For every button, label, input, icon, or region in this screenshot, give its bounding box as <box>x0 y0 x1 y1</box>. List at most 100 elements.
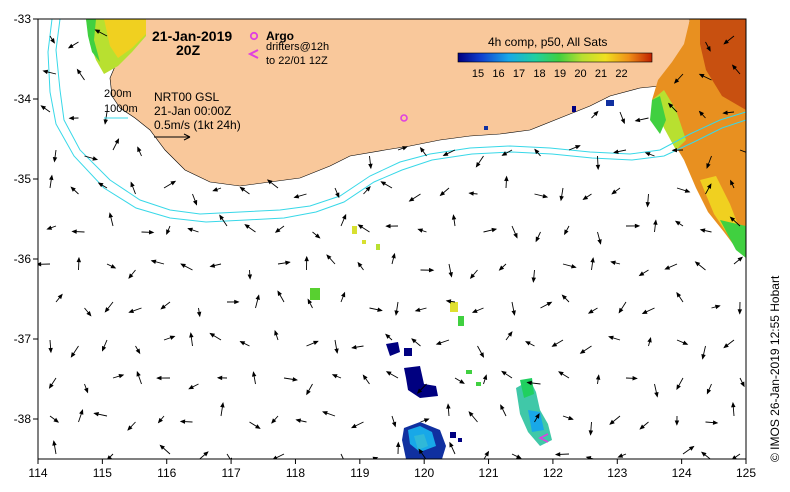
current-arrow-head <box>701 354 706 360</box>
current-arrow-head <box>504 175 509 182</box>
current-arrow-head <box>568 415 574 421</box>
current-arrow-head <box>159 444 165 450</box>
y-tick-label: -34 <box>14 92 32 106</box>
current-arrow <box>535 460 540 471</box>
x-axis: 114 115 116 117 118 119 120 121 122 123 124 125 <box>28 459 756 480</box>
current-arrow-head <box>451 214 457 220</box>
current-arrow-head <box>608 335 614 341</box>
current-arrow-head <box>102 345 107 352</box>
current-arrow-head <box>714 304 721 310</box>
current-arrow-head <box>595 164 601 171</box>
current-arrow-head <box>706 46 711 52</box>
scale-label: 0.5m/s (1kt 24h) <box>154 118 241 132</box>
x-tick-label: 122 <box>543 466 563 480</box>
current-arrow-head <box>579 349 586 354</box>
current-arrow-head <box>136 370 141 377</box>
credit-text: © IMOS 26-Jan-2019 12:55 Hobart <box>768 275 782 462</box>
current-arrow-head <box>688 445 695 451</box>
map-plot-area <box>38 19 746 471</box>
current-arrow-head <box>448 271 453 278</box>
contour-200m-label: 200m <box>104 88 132 100</box>
current-arrow-head <box>654 391 659 398</box>
x-tick-label: 125 <box>736 466 756 480</box>
current-arrow-head <box>501 370 507 376</box>
current-arrow-head <box>368 163 373 170</box>
current-arrow-head <box>128 273 134 279</box>
current-arrow-head <box>362 374 368 381</box>
current-arrow-head <box>189 332 194 338</box>
current-arrow-head <box>135 348 141 355</box>
current-arrow-head <box>498 265 505 271</box>
current-arrow-head <box>551 342 558 347</box>
current-arrow-head <box>723 39 729 45</box>
current-arrow-head <box>104 307 110 313</box>
current-arrow-head <box>445 299 452 304</box>
current-arrow-head <box>342 213 347 220</box>
current-arrow-head <box>674 220 681 226</box>
current-arrow-head <box>632 376 638 381</box>
current-arrow-head <box>239 186 246 192</box>
sst-pixel <box>450 302 458 312</box>
colorbar <box>457 52 653 63</box>
current-arrow-head <box>609 419 615 425</box>
y-tick-label: -36 <box>14 252 32 266</box>
current-arrow-head <box>216 375 223 381</box>
current-arrow-head <box>395 441 401 447</box>
current-arrow-head <box>49 174 54 181</box>
current-arrow-head <box>341 291 346 298</box>
current-arrow-head <box>418 448 424 455</box>
current-arrow-head <box>730 179 735 186</box>
x-tick-label: 118 <box>286 466 305 480</box>
current-arrow-head <box>166 229 171 236</box>
x-tick-label: 124 <box>672 466 692 480</box>
x-tick-label: 116 <box>157 466 176 480</box>
current-arrow-head <box>546 301 553 307</box>
current-arrow-head <box>618 307 624 314</box>
current-arrow-head <box>295 418 302 423</box>
current-arrow-head <box>53 417 60 423</box>
current-arrow-head <box>722 110 728 115</box>
colorbar-tick-label: 22 <box>615 68 627 80</box>
current-arrow-head <box>416 388 423 394</box>
current-arrow-head <box>701 451 707 457</box>
current-arrow-head <box>170 180 177 186</box>
current-arrow-head <box>385 371 392 376</box>
current-arrow-head <box>500 404 505 410</box>
current-arrow-head <box>209 263 216 268</box>
argo-legend-icon <box>249 31 259 41</box>
current-arrow-head <box>212 187 218 192</box>
current-arrow-head <box>634 223 641 229</box>
current-arrow-head <box>128 308 134 314</box>
current-arrow-head <box>314 233 321 239</box>
sst-patch-south-blue <box>528 410 544 432</box>
current-arrow-head <box>535 413 540 419</box>
current-arrow-head <box>71 229 77 234</box>
x-tick-label: 117 <box>222 466 241 480</box>
current-arrow-head <box>76 256 82 263</box>
current-arrow-head <box>731 401 736 408</box>
map-frame <box>37 18 747 460</box>
current-arrow-head <box>274 329 279 336</box>
current-arrow-head <box>94 29 101 34</box>
x-tick-label: 115 <box>93 466 112 480</box>
current-arrow-head <box>655 467 658 471</box>
sst-patch-cold-1 <box>386 342 438 398</box>
current-arrow-head <box>507 331 513 337</box>
current-arrow-head <box>38 261 42 267</box>
current-arrow-head <box>731 455 737 459</box>
current-arrow-head <box>564 229 569 236</box>
current-arrow-head <box>411 338 417 344</box>
colorbar-tick-label: 21 <box>595 68 607 80</box>
current-arrow-head <box>391 252 396 259</box>
current-arrow-head <box>137 146 142 153</box>
current-arrow-head <box>469 273 476 279</box>
current-arrow <box>226 453 231 459</box>
current-arrow-head <box>613 149 619 154</box>
current-arrow-head <box>511 310 516 316</box>
current-arrow-head <box>729 216 736 222</box>
current-arrow-head <box>180 263 186 268</box>
current-arrow-head <box>644 152 651 157</box>
current-arrow-head <box>57 293 63 300</box>
current-arrow <box>340 453 344 459</box>
current-arrow-head <box>92 156 99 161</box>
